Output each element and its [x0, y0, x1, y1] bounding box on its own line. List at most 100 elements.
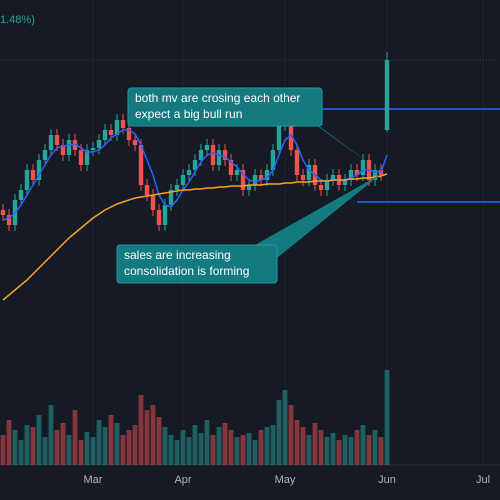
candle-body: [270, 150, 276, 170]
candle-body: [150, 195, 156, 210]
candle-body: [156, 210, 162, 225]
volume-bar: [24, 425, 30, 465]
volume-bar: [294, 420, 300, 465]
volume-bar: [180, 430, 186, 465]
volume-bar: [378, 437, 384, 465]
volume-bar: [162, 427, 168, 465]
candle-body: [66, 140, 72, 155]
volume-bar: [252, 440, 258, 465]
volume-bar: [246, 433, 252, 465]
volume-bar: [318, 430, 324, 465]
volume-bar: [258, 430, 264, 465]
volume-bar: [144, 410, 150, 465]
candle-body: [180, 175, 186, 185]
candle-body: [60, 145, 66, 155]
candle-body: [126, 128, 132, 140]
volume-bar: [138, 395, 144, 465]
candle-body: [132, 140, 138, 145]
candle-body: [384, 60, 390, 130]
volume-bar: [18, 440, 24, 465]
candle-body: [24, 170, 30, 190]
x-tick-label: Apr: [174, 474, 191, 486]
candle-body: [162, 205, 168, 225]
volume-bar: [312, 423, 318, 465]
volume-bar: [288, 405, 294, 465]
x-tick-label: May: [275, 474, 296, 486]
volume-bar: [90, 437, 96, 465]
volume-bar: [102, 427, 108, 465]
volume-bar: [240, 435, 246, 465]
candle-body: [234, 170, 240, 175]
volume-bar: [222, 423, 228, 465]
candle-body: [0, 210, 6, 215]
candle-body: [42, 150, 48, 160]
volume-bar: [84, 432, 90, 465]
candle-body: [84, 150, 90, 165]
candle-body: [174, 185, 180, 190]
candle-body: [276, 125, 282, 150]
volume-bar: [384, 370, 390, 465]
candle-body: [108, 130, 114, 135]
volume-bar: [330, 433, 336, 465]
volume-bar: [282, 390, 288, 465]
candle-body: [318, 185, 324, 190]
candle-body: [186, 170, 192, 175]
candle-body: [192, 160, 198, 170]
volume-bar: [324, 437, 330, 465]
candle-body: [354, 170, 360, 175]
candle-body: [306, 165, 312, 180]
volume-bar: [6, 420, 12, 465]
candle-body: [246, 185, 252, 190]
volume-bar: [114, 423, 120, 465]
header-text: 1.48%): [0, 14, 35, 26]
candle-body: [324, 180, 330, 190]
candle-body: [216, 150, 222, 165]
callout-text: sales are increasing: [124, 248, 231, 262]
volume-bar: [204, 420, 210, 465]
candle-body: [210, 145, 216, 165]
volume-bar: [354, 430, 360, 465]
candle-body: [228, 160, 234, 175]
candle-body: [348, 170, 354, 180]
candle-body: [30, 170, 36, 180]
volume-bar: [120, 435, 126, 465]
candle-body: [372, 170, 378, 180]
volume-bar: [96, 420, 102, 465]
candle-body: [294, 150, 300, 175]
volume-bar: [12, 430, 18, 465]
candle-body: [138, 145, 144, 185]
callout-box: [116, 244, 278, 284]
volume-bar: [366, 435, 372, 465]
callout-text: consolidation is forming: [124, 264, 249, 278]
x-tick-label: Jul: [476, 474, 490, 486]
volume-bar: [216, 427, 222, 465]
callout-box: [127, 87, 323, 127]
volume-bar: [270, 425, 276, 465]
volume-bar: [210, 435, 216, 465]
candle-body: [240, 170, 246, 190]
candle-body: [36, 160, 42, 180]
candle-body: [90, 148, 96, 150]
volume-bar: [342, 435, 348, 465]
volume-bar: [108, 415, 114, 465]
candle-body: [342, 180, 348, 185]
candle-body: [78, 150, 84, 165]
candle-body: [168, 190, 174, 205]
volume-bar: [348, 437, 354, 465]
candle-body: [360, 160, 366, 175]
volume-bar: [0, 435, 6, 465]
candle-body: [18, 190, 24, 200]
volume-bar: [264, 427, 270, 465]
callout-pointer: [255, 174, 381, 258]
volume-bar: [186, 437, 192, 465]
candle-body: [144, 185, 150, 195]
candle-body: [120, 120, 126, 128]
candle-body: [114, 120, 120, 135]
callout-text: expect a big bull run: [135, 107, 242, 121]
candle-body: [72, 140, 78, 150]
volume-bar: [150, 405, 156, 465]
volume-bar: [66, 435, 72, 465]
volume-bar: [360, 425, 366, 465]
candle-body: [222, 150, 228, 160]
